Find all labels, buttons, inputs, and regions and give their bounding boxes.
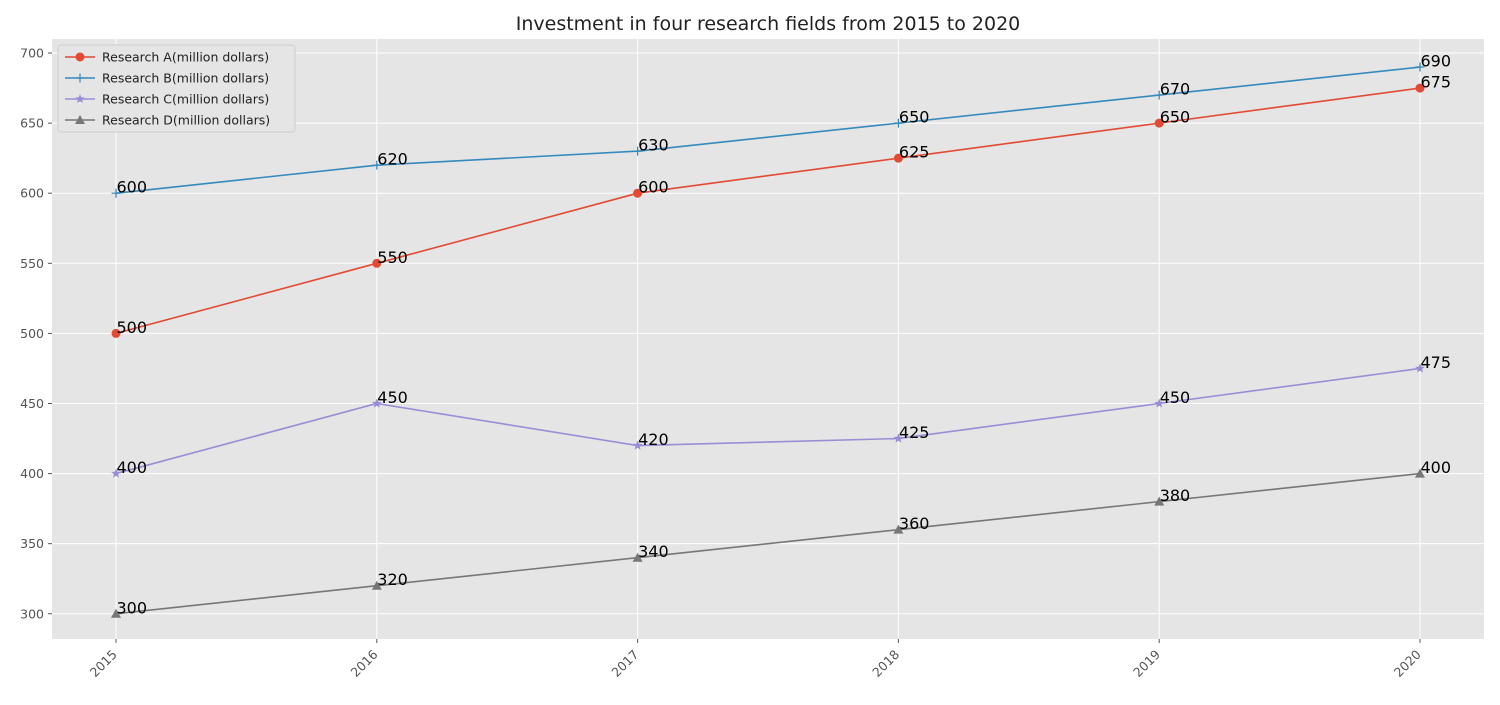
legend-label: Research A(million dollars) [102,50,269,65]
point-marker [1154,398,1164,408]
data-label: 650 [899,108,930,127]
legend-item: Research A(million dollars) [65,50,269,65]
y-tick-label: 500 [20,326,44,341]
legend-label: Research C(million dollars) [102,92,269,107]
legend-item: Research B(million dollars) [65,71,269,86]
data-label: 400 [1421,458,1452,477]
point-marker [1415,363,1425,373]
data-label: 380 [1160,486,1191,505]
series-line [115,87,1421,335]
y-tick-label: 600 [20,186,44,201]
data-label: 630 [638,136,669,155]
series-line [115,66,1421,195]
point-marker [1154,496,1165,506]
point-marker [632,440,643,450]
series-b [111,62,1425,198]
data-label: 500 [117,318,148,337]
point-marker [893,153,903,163]
point-marker [75,94,85,104]
point-marker [111,468,121,478]
data-label: 690 [1421,52,1452,71]
y-tick-label: 350 [20,536,44,551]
data-label: 600 [117,178,148,197]
data-label: 450 [377,388,408,407]
data-label: 475 [1421,353,1452,372]
data-labels: 500 550 600 625 650 675 600 620 630 650 670 690 400 4… [117,52,1452,618]
data-label: 400 [117,458,148,477]
x-tick-label: 2016 [348,647,381,680]
point-marker [372,398,382,408]
legend-label: Research D(million dollars) [102,113,270,128]
series-a [111,83,1425,338]
series-d [111,468,1425,618]
legend-item: Research D(million dollars) [65,113,270,128]
point-marker [371,580,382,590]
point-marker [1415,83,1425,93]
point-marker [893,524,904,534]
y-tick-label: 550 [20,256,44,271]
series-c [111,363,1425,478]
data-label: 300 [117,598,148,617]
plot-area [52,39,1484,639]
x-tick-label: 2015 [87,647,120,680]
x-tick-label: 2017 [608,647,641,680]
point-marker [111,608,121,618]
x-tick-label: 2019 [1130,647,1163,680]
y-tick-label: 450 [20,396,44,411]
legend-item: Research C(million dollars) [65,92,269,107]
legend-label: Research B(million dollars) [102,71,269,86]
point-marker [893,118,903,128]
point-marker [111,328,121,338]
data-label: 675 [1421,73,1452,92]
x-tick-label: 2020 [1391,647,1424,680]
data-label: 620 [377,150,408,169]
point-marker [1415,62,1425,72]
point-marker [75,52,85,62]
point-marker [1154,90,1164,100]
y-tick-label: 300 [20,606,44,621]
point-marker [633,188,643,198]
chart-legend: Research A(million dollars) Research B(mi… [57,44,296,133]
point-marker [632,552,643,562]
data-label: 320 [377,570,408,589]
data-label: 550 [377,248,408,267]
y-tick-label: 700 [20,46,44,61]
series-group [111,62,1425,618]
data-label: 360 [899,514,930,533]
series-line [115,367,1421,475]
point-marker [75,115,85,124]
point-marker [372,160,382,170]
data-label: 650 [1160,108,1191,127]
legend-box [57,44,296,133]
point-marker [1154,118,1164,128]
data-label: 450 [1160,388,1191,407]
point-marker [111,188,121,198]
x-tick-label: 2018 [869,647,902,680]
point-marker [1415,468,1425,478]
y-tick-label: 650 [20,116,44,131]
point-marker [633,146,643,156]
point-marker [75,73,85,83]
data-label: 420 [638,430,669,449]
data-label: 425 [899,423,930,442]
chart-title: Investment in four research fields from … [516,13,1021,35]
series-line [115,472,1421,615]
data-label: 670 [1160,80,1191,99]
data-label: 600 [638,178,669,197]
y-tick-label: 400 [20,466,44,481]
point-marker [893,433,904,443]
data-label: 625 [899,143,930,162]
point-marker [372,258,382,268]
data-label: 340 [638,542,669,561]
